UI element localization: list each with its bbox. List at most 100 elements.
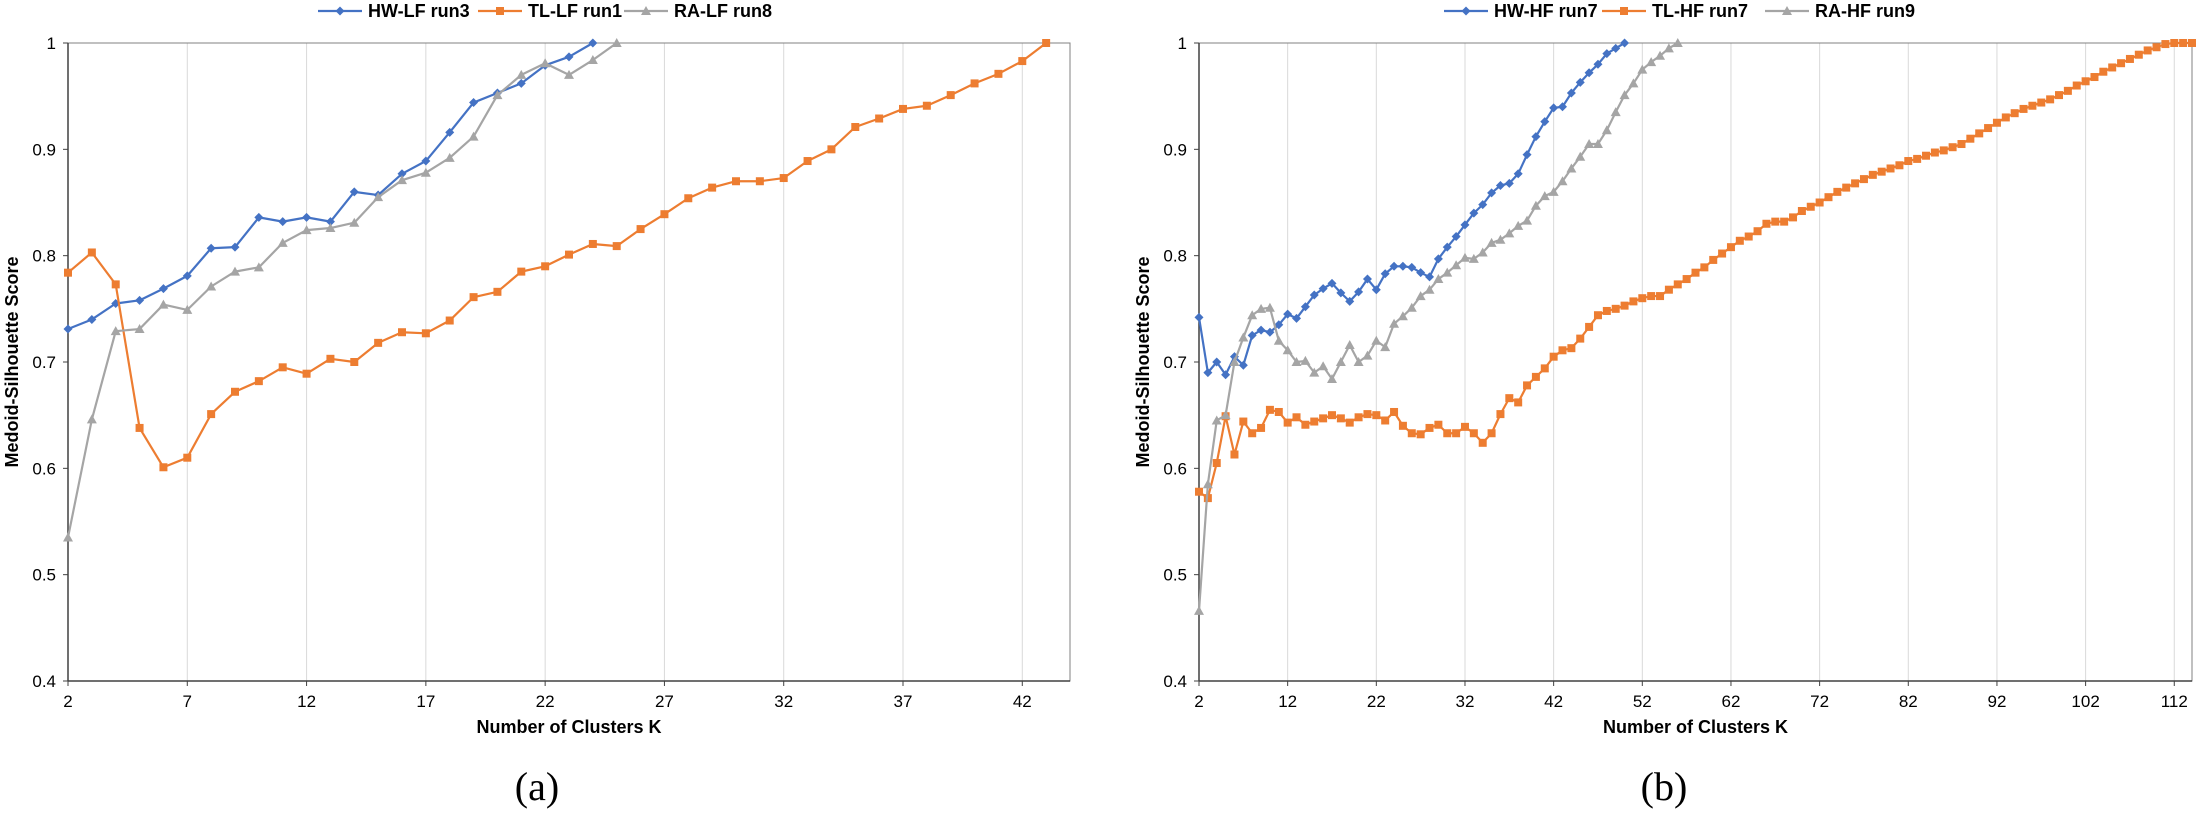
x-tick-label: 52: [1633, 692, 1652, 711]
data-point: [1265, 405, 1274, 414]
data-point: [326, 354, 335, 363]
data-point: [1326, 374, 1337, 384]
data-point: [1247, 310, 1258, 320]
legend-entry: TL-LF run1: [478, 1, 622, 21]
data-point: [1842, 183, 1851, 192]
data-point: [588, 239, 597, 248]
data-point: [1504, 228, 1515, 238]
data-point: [1300, 355, 1311, 365]
data-point: [1310, 417, 1319, 426]
data-point: [1478, 200, 1488, 210]
data-point: [660, 210, 669, 219]
data-point: [1380, 269, 1390, 279]
y-tick-label: 0.7: [1163, 353, 1187, 372]
data-point: [1042, 39, 1051, 47]
x-tick-label: 112: [2161, 692, 2188, 711]
figure-caption: (a): [515, 764, 559, 809]
data-point: [2108, 63, 2117, 72]
data-point: [2037, 98, 2046, 107]
data-point: [182, 304, 193, 314]
data-point: [1530, 200, 1541, 210]
data-point: [1363, 410, 1372, 419]
x-tick-label: 27: [655, 692, 674, 711]
legend-entry: HW-HF run7: [1444, 1, 1598, 21]
data-point: [349, 187, 359, 197]
data-point: [1762, 219, 1771, 228]
data-point: [2143, 46, 2152, 55]
legend-marker: [1620, 7, 1628, 15]
data-point: [1656, 292, 1665, 301]
data-point: [1256, 325, 1266, 335]
data-point: [468, 131, 479, 141]
data-point: [1496, 410, 1505, 419]
data-point: [1913, 154, 1922, 163]
data-point: [1619, 90, 1630, 100]
data-point: [851, 123, 860, 132]
data-point: [87, 248, 96, 257]
data-point: [183, 453, 192, 462]
data-point: [1318, 284, 1328, 294]
data-point: [1495, 234, 1506, 244]
data-point: [1469, 429, 1478, 438]
data-point: [253, 262, 264, 272]
x-axis-title: Number of Clusters K: [1603, 717, 1788, 737]
data-point: [1548, 186, 1559, 196]
data-point: [1238, 360, 1248, 370]
data-point: [1459, 252, 1470, 262]
plot-border: [67, 42, 1071, 682]
data-point: [1468, 253, 1479, 263]
data-point: [1283, 418, 1292, 427]
data-point: [373, 192, 384, 202]
x-tick-label: 22: [1367, 692, 1386, 711]
y-tick-label: 0.7: [32, 353, 56, 372]
data-point: [1593, 311, 1602, 320]
data-point: [469, 293, 478, 302]
data-point: [1372, 411, 1381, 420]
data-point: [2081, 77, 2090, 86]
data-point: [1291, 357, 1302, 366]
data-point: [1451, 232, 1461, 242]
data-point: [86, 414, 97, 424]
data-point: [1442, 267, 1453, 277]
data-point: [1700, 263, 1709, 272]
data-point: [1353, 357, 1364, 366]
data-point: [1212, 459, 1221, 468]
data-point: [1663, 43, 1674, 53]
data-point: [1407, 262, 1417, 272]
data-point: [1194, 605, 1204, 615]
data-point: [2001, 113, 2010, 122]
data-point: [1247, 330, 1257, 340]
y-tick-label: 0.5: [32, 566, 56, 585]
data-point: [2063, 86, 2072, 95]
data-point: [1992, 118, 2001, 127]
data-point: [1195, 487, 1203, 496]
y-tick-label: 0.4: [32, 672, 56, 691]
series-tl-hf-run7: [1195, 39, 2196, 503]
data-point: [2090, 73, 2099, 82]
data-point: [1381, 416, 1390, 425]
data-point: [1789, 213, 1798, 222]
data-point: [732, 177, 740, 186]
data-point: [1248, 429, 1257, 438]
y-tick-label: 0.8: [32, 247, 56, 266]
data-point: [1575, 77, 1585, 87]
data-point: [1406, 302, 1417, 312]
data-point: [1336, 288, 1346, 298]
data-point: [493, 287, 502, 296]
data-point: [1726, 243, 1735, 252]
data-point: [1477, 247, 1488, 257]
x-axis-title: Number of Clusters K: [476, 717, 661, 737]
data-point: [2161, 40, 2170, 49]
y-tick-label: 0.6: [32, 459, 56, 478]
legend-entry: RA-HF run9: [1765, 1, 1915, 21]
legend-marker: [1782, 6, 1792, 15]
data-point: [1389, 318, 1400, 328]
data-point: [1948, 143, 1957, 152]
data-point: [1238, 332, 1249, 342]
data-point: [349, 217, 360, 227]
data-point: [1318, 361, 1329, 371]
legend-entry: TL-HF run7: [1602, 1, 1748, 21]
data-point: [899, 104, 907, 113]
data-point: [397, 175, 407, 185]
x-tick-label: 12: [1278, 692, 1297, 711]
